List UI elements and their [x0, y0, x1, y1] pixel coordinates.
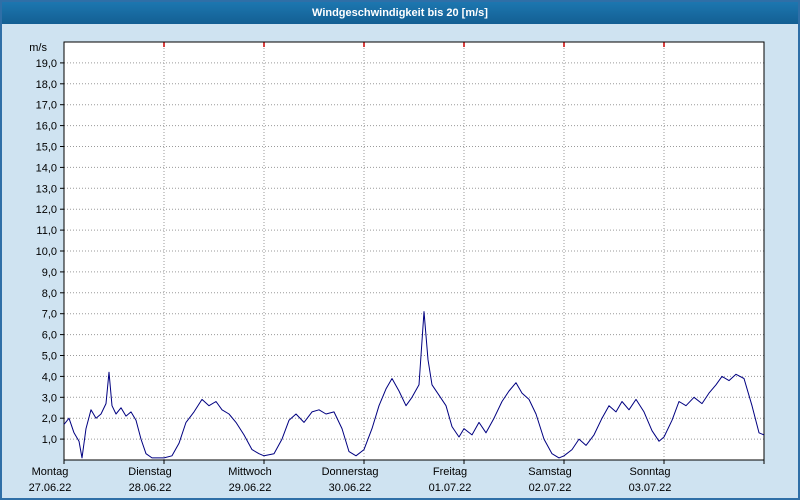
y-tick-label: 16,0	[36, 121, 57, 133]
y-tick-label: 17,0	[36, 100, 57, 112]
y-tick-label: 14,0	[36, 162, 57, 174]
plot-area	[64, 42, 764, 460]
y-tick-label: 7,0	[42, 309, 57, 321]
y-tick-label: 5,0	[42, 351, 57, 363]
y-tick-label: 3,0	[42, 392, 57, 404]
y-tick-label: 1,0	[42, 434, 57, 446]
plot-frame	[63, 41, 765, 461]
date-label: 30.06.22	[329, 482, 372, 494]
day-label: Montag	[32, 466, 69, 478]
day-label: Sonntag	[630, 466, 671, 478]
day-label: Freitag	[433, 466, 467, 478]
day-label: Samstag	[528, 466, 571, 478]
y-tick-label: 19,0	[36, 58, 57, 70]
day-label: Donnerstag	[322, 466, 379, 478]
date-label: 02.07.22	[529, 482, 572, 494]
y-tick-label: 12,0	[36, 204, 57, 216]
y-tick-label: 11,0	[36, 225, 57, 237]
x-axis-labels: Montag 27.06.22 Dienstag 28.06.22 Mittwoch 29…	[29, 466, 672, 494]
day-label: Mittwoch	[228, 466, 271, 478]
y-tick-label: 13,0	[36, 183, 57, 195]
date-label: 29.06.22	[229, 482, 272, 494]
y-grid: 1,0 2,0 3,0 4,0 5,0 6,0 7,0 8,0 9,0 10,0 11,0 12,0 1…	[36, 58, 764, 446]
date-label: 03.07.22	[629, 482, 672, 494]
y-tick-label: 6,0	[42, 330, 57, 342]
chart-title: Windgeschwindigkeit bis 20 [m/s]	[2, 2, 798, 24]
y-tick-label: 15,0	[36, 142, 57, 154]
x-grid	[63, 42, 765, 464]
y-tick-label: 2,0	[42, 413, 57, 425]
y-tick-label: 4,0	[42, 371, 57, 383]
y-tick-label: 8,0	[42, 288, 57, 300]
date-label: 28.06.22	[129, 482, 172, 494]
wind-speed-line	[63, 311, 765, 459]
date-label: 27.06.22	[29, 482, 72, 494]
y-tick-label: 10,0	[36, 246, 57, 258]
y-axis-unit: m/s	[29, 42, 47, 54]
y-tick-label: 9,0	[42, 267, 57, 279]
y-tick-label: 18,0	[36, 79, 57, 91]
date-label: 01.07.22	[429, 482, 472, 494]
day-label: Dienstag	[128, 466, 171, 478]
